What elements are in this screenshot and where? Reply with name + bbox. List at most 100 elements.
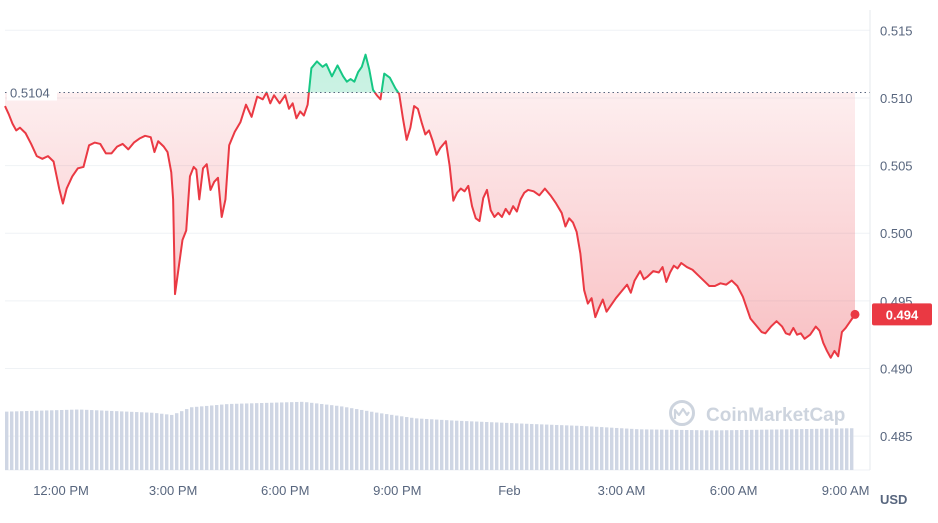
open-price-label-bg [7,83,57,101]
volume-bar [450,420,454,470]
volume-bar [400,416,404,470]
volume-bar [615,427,619,470]
volume-bar [195,406,199,470]
volume-bar [30,410,34,470]
volume-bar [765,429,769,470]
volume-bar [430,419,434,470]
volume-bar [485,422,489,470]
volume-bar [825,428,829,470]
volume-bar [125,411,129,470]
volume-bar [790,429,794,470]
volume-bar [165,414,169,470]
volume-bar [585,426,589,470]
x-tick-label: 3:00 PM [149,483,197,498]
volume-bar [740,429,744,470]
volume-bar [305,402,309,470]
watermark-text: CoinMarketCap [706,405,845,426]
coinmarketcap-logo-mark [673,407,690,419]
volume-bar [380,413,384,470]
volume-bar [115,411,119,470]
volume-bar [505,422,509,470]
volume-bar [95,410,99,470]
x-tick-label: 6:00 PM [261,483,309,498]
volume-bar [690,430,694,470]
y-tick-label: 0.490 [880,362,913,377]
volume-bar [325,404,329,470]
y-tick-label: 0.515 [880,23,913,38]
volume-bar [755,429,759,470]
volume-bar [350,408,354,470]
volume-bar [710,430,714,470]
volume-bar [555,424,559,470]
volume-bar [135,412,139,470]
price-line-down [4,92,856,359]
volume-bar [730,430,734,470]
volume-bar [110,410,114,470]
volume-bar [360,409,364,470]
volume-bar [620,428,624,470]
volume-bar [410,417,414,470]
volume-bar [525,423,529,470]
volume-bar [465,421,469,470]
volume-bar [260,403,264,470]
volume-bar [385,414,389,470]
volume-bar [775,429,779,470]
volume-bar [185,409,189,470]
volume-bar [375,412,379,470]
volume-bar [15,411,19,470]
volume-bar [695,430,699,470]
volume-bar [605,427,609,470]
volume-bar [425,418,429,470]
x-axis: 12:00 PM 3:00 PM 6:00 PM 9:00 PM Feb 3:00 AM 6… [33,483,869,498]
volume-bar [770,429,774,470]
volume-bar [45,410,49,470]
volume-bar [750,429,754,470]
volume-bar [105,410,109,470]
x-tick-label: 9:00 PM [373,483,421,498]
volume-bar [830,428,834,470]
volume-bar [220,404,224,470]
volume-bar [255,403,259,470]
volume-bar [80,409,84,470]
last-price-dot [850,309,860,319]
current-price-value: 0.494 [886,307,919,322]
volume-bar [470,421,474,470]
x-tick-label: 9:00 AM [822,483,870,498]
volume-bar [20,411,24,470]
volume-bar [55,410,59,470]
x-tick-label: 3:00 AM [598,483,646,498]
volume-bar [370,411,374,470]
volume-bar [490,422,494,470]
volume-bar [155,413,159,470]
volume-bar [495,422,499,470]
volume-bar [700,430,704,470]
volume-bar [600,427,604,470]
volume-bar [240,403,244,470]
volume-bars [5,401,854,470]
volume-bar [560,425,564,470]
volume-bar [120,411,124,470]
coinmarketcap-logo-icon [669,400,695,426]
volume-bar [540,424,544,470]
volume-bar [295,401,299,470]
volume-bar [355,409,359,470]
volume-bar [395,415,399,470]
volume-bar [705,430,709,470]
volume-bar [65,409,69,470]
volume-bar [215,405,219,470]
volume-bar [50,410,54,470]
volume-bar [670,429,674,470]
volume-bar [265,402,269,470]
open-price-label: 0.5104 [10,86,50,101]
current-price-badge: 0.494 [872,303,932,326]
volume-bar [650,429,654,470]
volume-bar [70,409,74,470]
volume-bar [725,430,729,470]
volume-bar [190,407,194,470]
volume-bar [180,411,184,470]
volume-bar [225,404,229,470]
volume-bar [405,417,409,470]
volume-bar [250,403,254,470]
